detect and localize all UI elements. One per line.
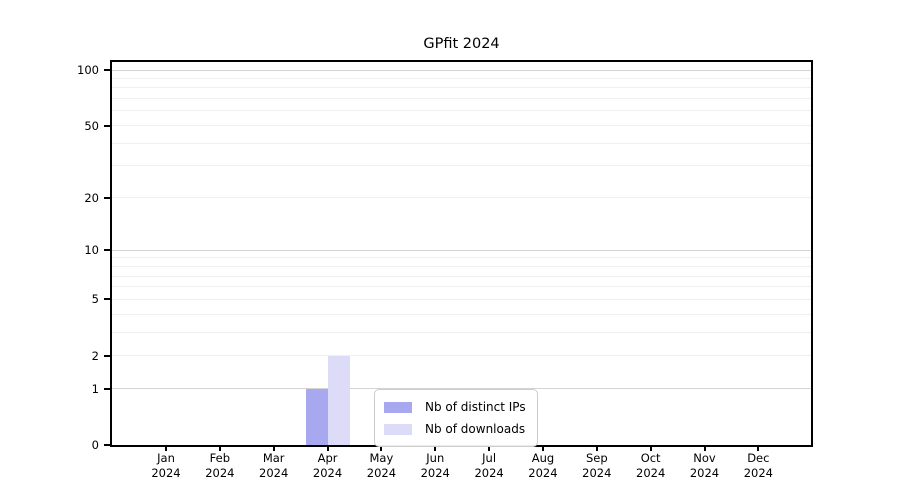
x-tick-label-month: Dec (747, 451, 770, 465)
y-gridline-minor (112, 197, 811, 199)
x-tick (757, 445, 760, 451)
x-tick-label-year: 2024 (743, 466, 773, 480)
x-tick-label: Jun 2024 (403, 451, 467, 481)
x-tick-label: Oct 2024 (619, 451, 683, 481)
y-gridline-minor (112, 355, 811, 357)
y-tick-label: 2 (91, 348, 99, 363)
x-tick-label: Sep 2024 (565, 451, 629, 481)
x-tick-label-year: 2024 (366, 466, 397, 480)
y-tick (104, 444, 112, 446)
legend-swatch-distinct-ips (384, 401, 412, 413)
legend-label-distinct-ips: Nb of distinct IPs (425, 400, 526, 414)
x-tick-label-month: Nov (693, 451, 716, 465)
x-tick-label: Aug 2024 (511, 451, 575, 481)
x-tick-label-year: 2024 (420, 466, 450, 480)
legend-swatch-downloads (384, 423, 412, 435)
y-gridline-minor (112, 275, 811, 277)
x-tick-label-year: 2024 (474, 466, 504, 480)
y-gridline-minor (112, 98, 811, 100)
y-tick (104, 249, 112, 252)
y-tick-label: 0 (91, 438, 99, 452)
x-tick-label: Jan 2024 (134, 451, 198, 481)
y-tick-label: 20 (84, 190, 99, 205)
y-gridline-minor (112, 77, 811, 79)
y-gridline-minor (112, 286, 811, 288)
x-tick-label-month: Mar (262, 451, 285, 465)
y-gridline-minor (112, 165, 811, 167)
x-tick-label-year: 2024 (151, 466, 181, 480)
x-tick-label: Nov 2024 (673, 451, 737, 481)
x-tick-label: Dec 2024 (726, 451, 790, 481)
y-gridline-major (112, 69, 811, 71)
bars-layer (112, 62, 811, 445)
y-gridline-minor (112, 298, 811, 300)
x-tick-label: Apr 2024 (296, 451, 360, 481)
y-gridline-minor (112, 142, 811, 144)
x-tick (649, 445, 652, 451)
bar-nb-of-downloads-apr (327, 355, 350, 445)
x-tick-label-year: 2024 (528, 466, 558, 480)
legend: Nb of distinct IPs Nb of downloads (374, 389, 538, 447)
x-tick-label-year: 2024 (689, 466, 720, 480)
x-tick-label: Feb 2024 (188, 451, 252, 481)
x-tick-label-year: 2024 (636, 466, 666, 480)
y-gridline-minor (112, 87, 811, 89)
x-tick-label-year: 2024 (205, 466, 235, 480)
x-tick (703, 445, 706, 451)
y-gridline-minor (112, 125, 811, 127)
legend-label-downloads: Nb of downloads (425, 422, 526, 436)
y-gridline-major (112, 388, 811, 390)
y-gridline-major (112, 249, 811, 251)
x-tick-label-month: Aug (531, 451, 555, 465)
plot-area: Nb of distinct IPs Nb of downloads (110, 60, 813, 447)
y-gridline-minor (112, 313, 811, 315)
x-tick-label-year: 2024 (312, 466, 343, 480)
y-gridline-minor (112, 257, 811, 259)
gridlines-layer (112, 62, 811, 445)
x-tick-label-year: 2024 (582, 466, 612, 480)
y-tick-label: 1 (91, 381, 99, 396)
y-tick-label: 50 (84, 118, 99, 133)
y-gridline-minor (112, 110, 811, 112)
x-tick-label: Jul 2024 (457, 451, 521, 481)
x-tick-label-month: Jun (426, 451, 445, 465)
x-tick-label: Mar 2024 (242, 451, 306, 481)
y-tick (104, 196, 112, 199)
chart-title: GPfit 2024 (423, 36, 500, 52)
x-tick (272, 445, 275, 451)
y-tick (104, 354, 112, 357)
x-tick (595, 445, 598, 451)
x-tick (218, 445, 221, 451)
y-gridline-minor (112, 265, 811, 267)
y-tick (104, 69, 112, 71)
y-gridline-minor (112, 331, 811, 333)
legend-item-distinct-ips: Nb of distinct IPs (384, 396, 526, 418)
x-tick (165, 445, 167, 451)
x-tick-label-month: Apr (317, 451, 338, 465)
x-tick-label-month: Oct (640, 451, 661, 465)
y-tick-label: 100 (77, 63, 99, 77)
x-tick-label: May 2024 (349, 451, 413, 481)
y-tick-label: 5 (91, 292, 99, 307)
y-tick (104, 298, 112, 301)
y-tick (104, 124, 112, 127)
x-tick (326, 445, 329, 451)
legend-item-downloads: Nb of downloads (384, 418, 526, 440)
x-tick-label-year: 2024 (259, 466, 289, 480)
x-tick-label-month: May (369, 451, 394, 465)
x-tick-label-month: Sep (585, 451, 608, 465)
x-tick-label-month: Jul (482, 451, 497, 465)
x-tick (541, 445, 544, 451)
x-tick-label-month: Jan (157, 451, 175, 465)
y-tick-label: 10 (84, 243, 99, 258)
x-tick-label-month: Feb (209, 451, 231, 465)
bar-nb-of-distinct-ips-apr (305, 388, 328, 445)
y-tick (104, 387, 112, 390)
